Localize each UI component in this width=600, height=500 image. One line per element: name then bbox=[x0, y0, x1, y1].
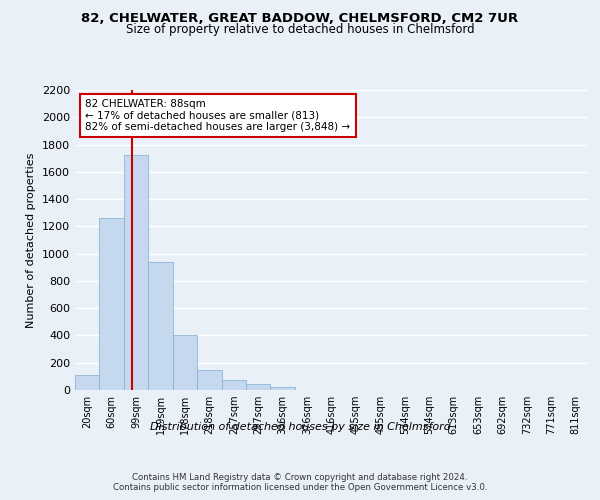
Bar bbox=[246, 384, 271, 390]
Text: Size of property relative to detached houses in Chelmsford: Size of property relative to detached ho… bbox=[125, 22, 475, 36]
Bar bbox=[124, 155, 148, 390]
Text: Contains public sector information licensed under the Open Government Licence v3: Contains public sector information licen… bbox=[113, 484, 487, 492]
Bar bbox=[173, 335, 197, 390]
Bar bbox=[271, 387, 295, 390]
Bar bbox=[148, 262, 173, 390]
Bar bbox=[197, 370, 221, 390]
Bar bbox=[100, 218, 124, 390]
Text: 82, CHELWATER, GREAT BADDOW, CHELMSFORD, CM2 7UR: 82, CHELWATER, GREAT BADDOW, CHELMSFORD,… bbox=[82, 12, 518, 26]
Text: Contains HM Land Registry data © Crown copyright and database right 2024.: Contains HM Land Registry data © Crown c… bbox=[132, 472, 468, 482]
Text: Distribution of detached houses by size in Chelmsford: Distribution of detached houses by size … bbox=[149, 422, 451, 432]
Bar bbox=[75, 376, 100, 390]
Text: 82 CHELWATER: 88sqm
← 17% of detached houses are smaller (813)
82% of semi-detac: 82 CHELWATER: 88sqm ← 17% of detached ho… bbox=[85, 99, 350, 132]
Bar bbox=[221, 380, 246, 390]
Y-axis label: Number of detached properties: Number of detached properties bbox=[26, 152, 37, 328]
